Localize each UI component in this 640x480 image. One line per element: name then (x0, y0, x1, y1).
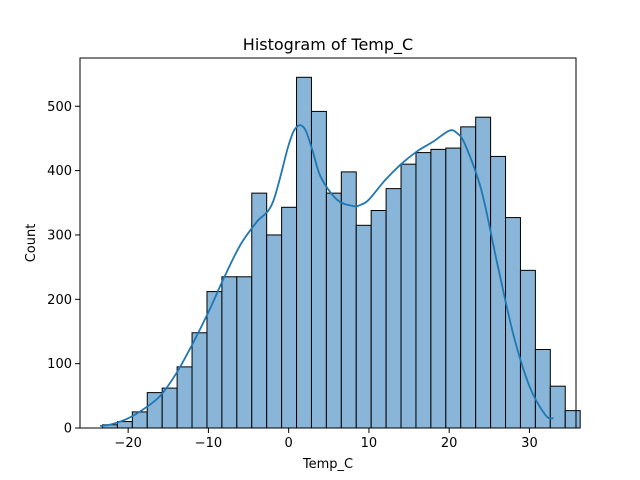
histogram-bar (146, 392, 163, 429)
histogram-bar (505, 217, 521, 429)
histogram-bar (310, 110, 327, 429)
histogram-bar (445, 147, 462, 429)
x-tick-label: 30 (521, 436, 538, 451)
histogram-bar (340, 171, 357, 429)
histogram-bar (266, 234, 283, 429)
histogram-bar (430, 148, 447, 429)
y-axis-ticks: 0 100 200 300 400 500 (47, 100, 80, 437)
chart-title: Histogram of Temp_C (243, 35, 413, 55)
histogram-bar (549, 385, 566, 429)
histogram-bar (475, 116, 492, 429)
x-axis-label: Temp_C (302, 457, 353, 472)
y-tick-label: 400 (47, 164, 72, 179)
histogram-bar (355, 224, 372, 429)
y-tick-label: 500 (47, 100, 72, 115)
histogram-bar (296, 76, 312, 429)
histogram-bar (251, 192, 268, 429)
plot-frame (79, 57, 577, 429)
histogram-bar (534, 348, 551, 429)
y-axis-label: Count (24, 224, 39, 263)
bars-group (101, 76, 581, 429)
histogram-bar (400, 163, 417, 429)
y-tick-label: 200 (47, 293, 72, 308)
histogram-bar (191, 332, 208, 429)
histogram-bar (161, 387, 178, 429)
x-tick-label: 20 (441, 436, 458, 451)
histogram-bar (370, 210, 387, 429)
y-tick-label: 0 (64, 422, 72, 437)
histogram-bar (325, 192, 342, 429)
histogram-bar (236, 276, 253, 429)
y-tick-label: 300 (47, 228, 72, 243)
histogram-bar (460, 126, 477, 429)
histogram-bar (385, 188, 402, 429)
x-tick-label: 0 (285, 436, 293, 451)
histogram-bar (281, 206, 298, 429)
y-tick-label: 100 (47, 357, 72, 372)
x-tick-label: 10 (361, 436, 378, 451)
x-axis-ticks: −20 −10 0 10 20 30 (114, 428, 538, 451)
histogram-bar (221, 276, 238, 429)
histogram-bar (415, 152, 432, 429)
histogram-bar (564, 410, 581, 429)
kde-line (99, 124, 554, 427)
histogram-bar (176, 366, 193, 429)
x-tick-label: −10 (195, 436, 222, 451)
x-tick-label: −20 (114, 436, 141, 451)
histogram-bar (519, 269, 536, 429)
